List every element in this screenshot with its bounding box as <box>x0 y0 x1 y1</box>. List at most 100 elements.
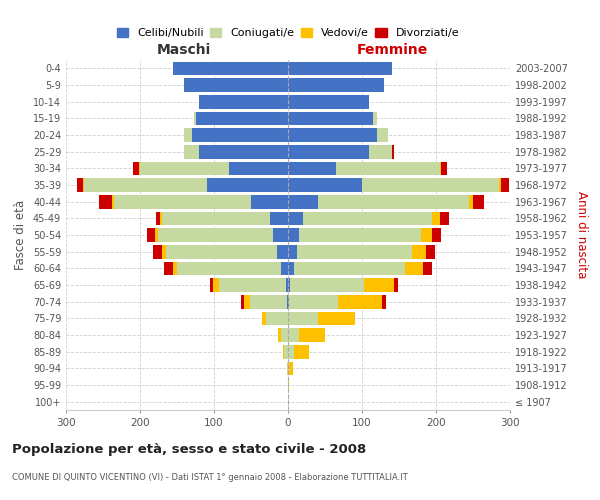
Bar <box>85 178 206 192</box>
Bar <box>262 312 266 325</box>
Bar <box>427 245 435 258</box>
Bar <box>338 295 382 308</box>
Bar <box>288 195 317 208</box>
Bar <box>288 78 384 92</box>
Bar <box>288 128 377 142</box>
Bar <box>284 345 288 358</box>
Bar <box>299 228 421 242</box>
Bar <box>158 228 273 242</box>
Bar <box>199 145 288 158</box>
Bar <box>140 162 229 175</box>
Bar <box>192 128 288 142</box>
Bar <box>241 295 244 308</box>
Bar <box>288 312 317 325</box>
Bar <box>194 112 196 125</box>
Bar <box>83 178 85 192</box>
Y-axis label: Anni di nascita: Anni di nascita <box>575 192 587 278</box>
Bar <box>114 195 251 208</box>
Y-axis label: Fasce di età: Fasce di età <box>14 200 27 270</box>
Bar <box>317 195 469 208</box>
Bar <box>196 112 288 125</box>
Bar <box>251 195 288 208</box>
Bar <box>373 112 377 125</box>
Bar <box>421 228 433 242</box>
Bar <box>283 345 284 358</box>
Bar <box>184 145 199 158</box>
Bar <box>133 162 139 175</box>
Bar <box>244 295 250 308</box>
Text: COMUNE DI QUINTO VICENTINO (VI) - Dati ISTAT 1° gennaio 2008 - Elaborazione TUTT: COMUNE DI QUINTO VICENTINO (VI) - Dati I… <box>12 472 408 482</box>
Bar <box>177 262 281 275</box>
Bar <box>184 78 288 92</box>
Bar <box>288 162 336 175</box>
Bar <box>250 295 287 308</box>
Bar <box>501 178 509 192</box>
Bar <box>288 378 289 392</box>
Bar <box>287 295 288 308</box>
Bar <box>294 262 405 275</box>
Bar <box>288 228 299 242</box>
Bar <box>162 245 166 258</box>
Bar <box>288 345 294 358</box>
Bar <box>499 178 501 192</box>
Bar <box>405 262 424 275</box>
Bar <box>441 162 447 175</box>
Bar <box>213 278 219 292</box>
Bar <box>286 278 288 292</box>
Bar <box>392 145 394 158</box>
Bar <box>288 112 373 125</box>
Bar <box>364 278 394 292</box>
Bar <box>317 312 355 325</box>
Bar <box>278 328 281 342</box>
Bar <box>288 362 289 375</box>
Bar <box>199 95 288 108</box>
Bar <box>206 178 288 192</box>
Bar <box>473 195 484 208</box>
Bar <box>440 162 441 175</box>
Bar <box>148 228 155 242</box>
Text: Maschi: Maschi <box>157 42 211 56</box>
Bar <box>229 162 288 175</box>
Bar <box>432 228 441 242</box>
Bar <box>277 245 288 258</box>
Bar <box>288 328 299 342</box>
Bar <box>303 212 433 225</box>
Bar <box>370 145 392 158</box>
Bar <box>139 162 140 175</box>
Bar <box>394 278 398 292</box>
Bar <box>289 362 293 375</box>
Bar <box>412 245 427 258</box>
Bar <box>173 262 177 275</box>
Bar <box>299 328 325 342</box>
Bar <box>173 62 288 75</box>
Text: Popolazione per età, sesso e stato civile - 2008: Popolazione per età, sesso e stato civil… <box>12 442 366 456</box>
Bar <box>219 278 286 292</box>
Bar <box>164 262 173 275</box>
Bar <box>156 212 160 225</box>
Bar <box>154 245 162 258</box>
Bar <box>166 245 277 258</box>
Bar <box>273 228 288 242</box>
Bar <box>210 278 213 292</box>
Bar <box>288 295 289 308</box>
Bar <box>288 145 370 158</box>
Bar <box>469 195 473 208</box>
Bar <box>281 262 288 275</box>
Bar <box>184 128 192 142</box>
Bar <box>288 178 362 192</box>
Text: Femmine: Femmine <box>357 42 428 56</box>
Bar <box>287 362 288 375</box>
Bar <box>77 178 83 192</box>
Bar <box>288 62 392 75</box>
Bar <box>98 195 112 208</box>
Bar <box>289 295 338 308</box>
Bar <box>281 328 288 342</box>
Bar <box>362 178 499 192</box>
Bar <box>382 295 386 308</box>
Bar <box>288 245 297 258</box>
Bar <box>288 262 294 275</box>
Bar <box>112 195 114 208</box>
Bar <box>297 245 412 258</box>
Bar <box>432 212 440 225</box>
Bar <box>377 128 388 142</box>
